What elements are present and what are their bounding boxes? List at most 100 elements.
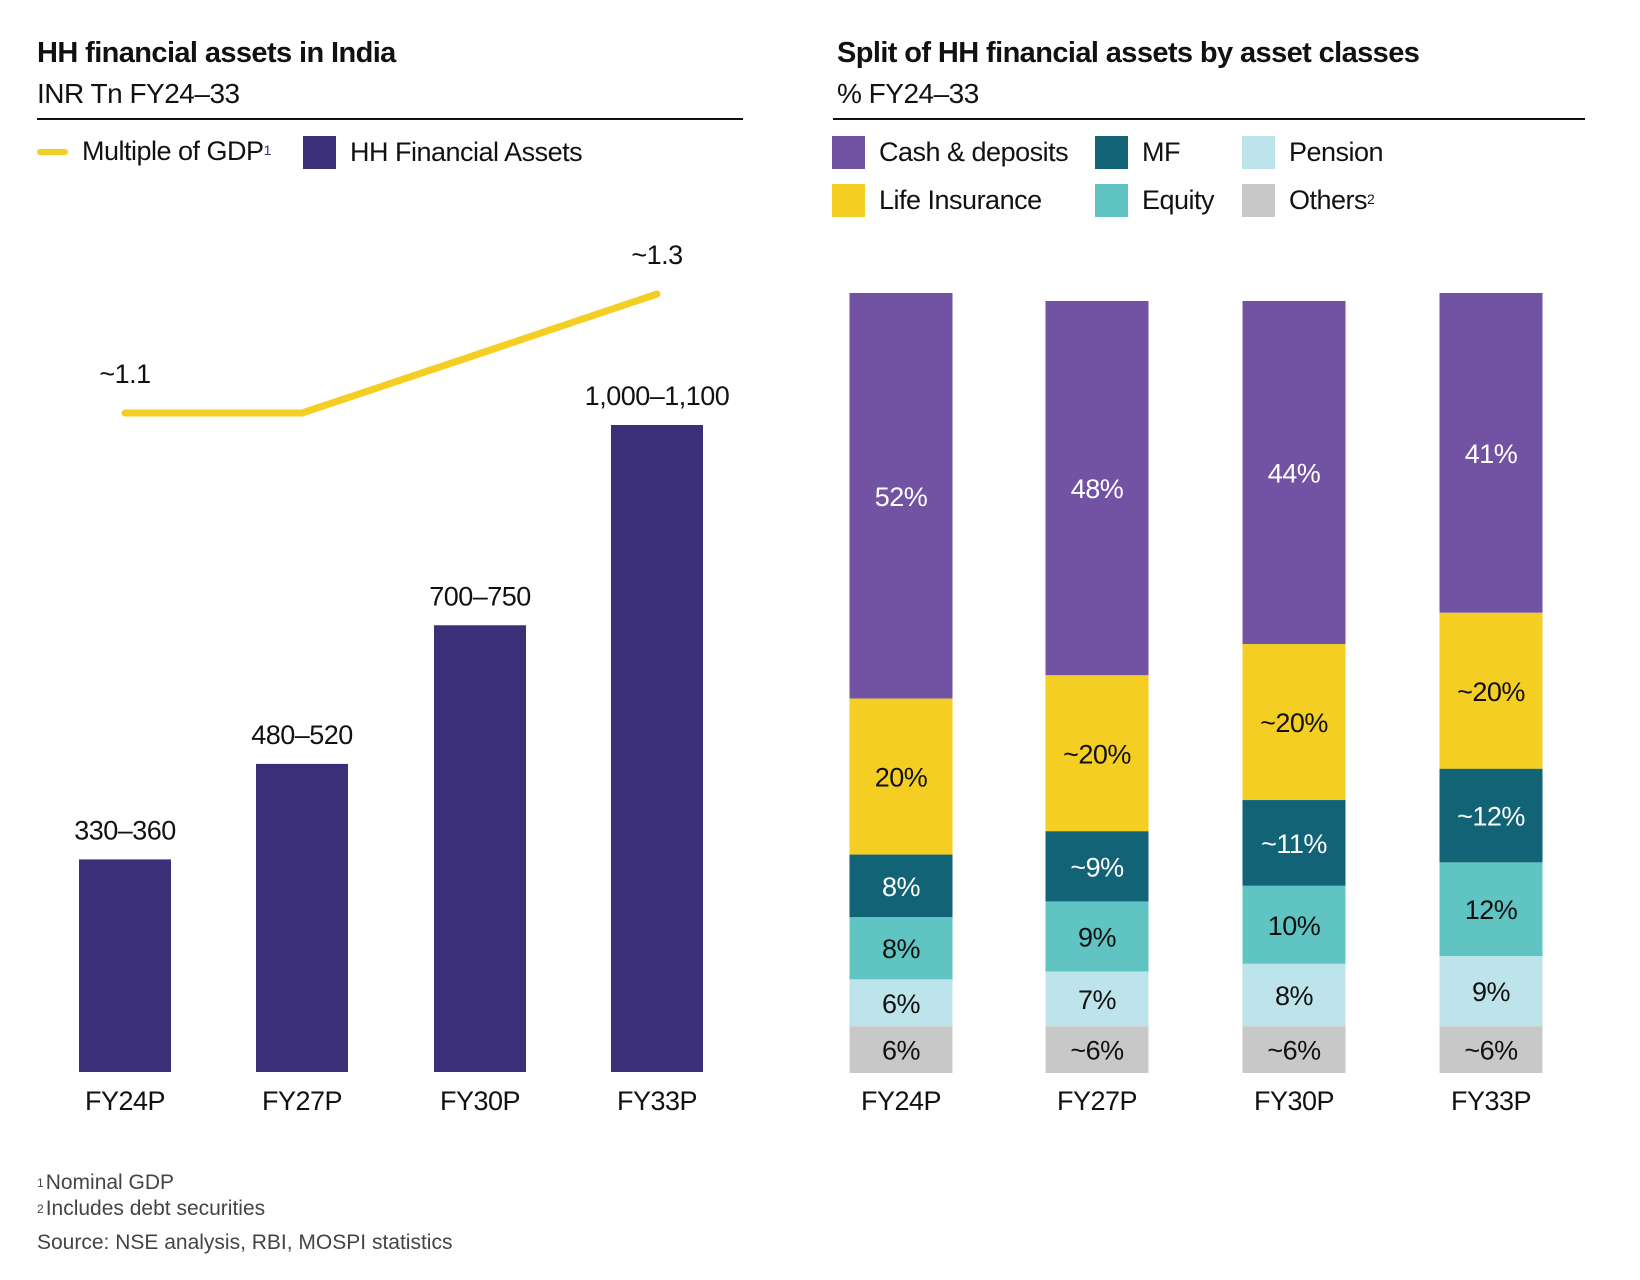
segment-value-label: 52%: [875, 482, 928, 512]
legend-item-hh-financial-assets: HH Financial Assets: [303, 136, 583, 169]
bar-value-label: 700–750: [429, 581, 531, 611]
segment-value-label: 44%: [1268, 459, 1321, 489]
bar-fy30p: [434, 625, 526, 1072]
segment-value-label: 20%: [875, 763, 928, 793]
segment-pension-fy33p: [1439, 956, 1543, 1027]
legend-label: Life Insurance: [879, 185, 1042, 215]
equity-swatch-icon: [1095, 184, 1128, 217]
line-legend-swatch-icon: [37, 148, 68, 155]
segment-value-label: 7%: [1078, 985, 1117, 1015]
segment-cash-deposits-fy24p: [849, 293, 953, 699]
segment-value-label: ~6%: [1070, 1036, 1124, 1066]
footnote-2-marker: 2: [37, 1202, 44, 1216]
left-bar-line-chart: 330–360 FY24P 480–520 FY27P 700–750 FY30P 1,00…: [74, 240, 730, 1116]
footnote-1: 1Nominal GDP: [37, 1170, 452, 1196]
segment-others-fy30p: [1242, 1026, 1346, 1073]
legend-label: Cash & deposits: [879, 137, 1069, 167]
segment-value-label: ~9%: [1070, 852, 1124, 882]
x-axis-tick-label: FY27P: [262, 1086, 342, 1116]
x-axis-tick-label: FY24P: [861, 1086, 941, 1116]
footnote-2: 2Includes debt securities: [37, 1196, 452, 1222]
right-stacked-bar-chart: 52% 20% 8% 8% 6% 6% FY24P 48% ~20% ~9% 9% 7% ~6% FY27…: [849, 293, 1543, 1116]
segment-value-label: ~6%: [1464, 1036, 1518, 1066]
segment-cash-deposits-fy27p: [1045, 301, 1149, 676]
segment-life-insurance-fy24p: [849, 698, 953, 855]
x-axis-tick-label: FY33P: [617, 1086, 697, 1116]
left-chart-subtitle: INR Tn FY24–33: [37, 78, 240, 109]
legend-label: MF: [1142, 137, 1180, 167]
legend-item-mf: MF: [1095, 136, 1180, 169]
segment-value-label: 41%: [1465, 439, 1518, 469]
segment-value-label: 8%: [882, 872, 921, 902]
bar-fy33p: [611, 425, 703, 1072]
segment-value-label: 9%: [1472, 977, 1511, 1007]
bar-value-label: 1,000–1,100: [585, 381, 730, 411]
source-note: Source: NSE analysis, RBI, MOSPI statist…: [37, 1231, 453, 1254]
x-axis-tick-label: FY33P: [1451, 1086, 1531, 1116]
left-chart-title: HH financial assets in India: [37, 37, 396, 69]
segment-mf-fy24p: [849, 854, 953, 917]
footnote-1-marker: 1: [37, 1176, 44, 1190]
segment-equity-fy30p: [1242, 885, 1346, 964]
legend-label: Multiple of GDP: [82, 136, 264, 166]
legend-label: Pension: [1289, 137, 1384, 167]
x-axis-tick-label: FY24P: [85, 1086, 165, 1116]
segment-life-insurance-fy30p: [1242, 644, 1346, 801]
x-axis-tick-label: FY30P: [440, 1086, 520, 1116]
legend-item-equity: Equity: [1095, 184, 1215, 217]
bar-value-label: 480–520: [251, 720, 353, 750]
segment-value-label: 9%: [1078, 923, 1117, 953]
right-chart-title: Split of HH financial assets by asset cl…: [837, 37, 1420, 69]
legend-label: Equity: [1142, 185, 1215, 215]
segment-life-insurance-fy27p: [1045, 675, 1149, 832]
segment-mf-fy27p: [1045, 831, 1149, 902]
x-axis-tick-label: FY30P: [1254, 1086, 1334, 1116]
segment-others-fy33p: [1439, 1026, 1543, 1073]
segment-mf-fy30p: [1242, 800, 1346, 886]
footnote-1-text: Nominal GDP: [45, 1171, 175, 1194]
segment-value-label: ~20%: [1457, 677, 1525, 707]
segment-life-insurance-fy33p: [1439, 612, 1543, 769]
legend-item-others: Others 2: [1242, 184, 1375, 217]
segment-value-label: ~11%: [1261, 829, 1327, 859]
segment-equity-fy27p: [1045, 901, 1149, 972]
segment-pension-fy30p: [1242, 963, 1346, 1027]
segment-value-label: 6%: [882, 1036, 921, 1066]
footnote-marker: 1: [263, 141, 272, 158]
segment-value-label: 8%: [1275, 981, 1314, 1011]
bar-fy24p: [79, 859, 171, 1072]
bar-value-label: 330–360: [74, 815, 176, 845]
segment-value-label: 48%: [1071, 474, 1124, 504]
segment-value-label: 10%: [1268, 911, 1321, 941]
segment-mf-fy33p: [1439, 768, 1543, 863]
legend-item-multiple-of-gdp: Multiple of GDP 1: [37, 136, 271, 167]
segment-others-fy27p: [1045, 1026, 1149, 1073]
segment-cash-deposits-fy30p: [1242, 301, 1346, 645]
segment-value-label: ~12%: [1457, 802, 1525, 832]
footnote-2-text: Includes debt securities: [45, 1197, 266, 1220]
segment-value-label: 8%: [882, 934, 921, 964]
bar-legend-swatch-icon: [303, 136, 336, 169]
legend-item-cash-deposits: Cash & deposits: [832, 136, 1069, 169]
mf-swatch-icon: [1095, 136, 1128, 169]
segment-cash-deposits-fy33p: [1439, 293, 1543, 613]
legend-label: HH Financial Assets: [350, 137, 583, 167]
life-insurance-swatch-icon: [832, 184, 865, 217]
others-swatch-icon: [1242, 184, 1275, 217]
bar-fy27p: [256, 763, 348, 1072]
segment-value-label: 12%: [1465, 895, 1518, 925]
segment-pension-fy27p: [1045, 971, 1149, 1027]
right-chart-subtitle: % FY24–33: [837, 78, 979, 109]
segment-equity-fy33p: [1439, 862, 1543, 956]
gdp-multiple-label: ~1.1: [99, 359, 150, 389]
footnotes: 1Nominal GDP 2Includes debt securities S…: [37, 1170, 452, 1256]
segment-others-fy24p: [849, 1026, 953, 1073]
right-header-divider: [833, 118, 1585, 120]
left-header-divider: [37, 118, 743, 120]
gdp-multiple-line: [121, 290, 661, 417]
cash-deposits-swatch-icon: [832, 136, 865, 169]
segment-equity-fy24p: [849, 917, 953, 980]
gdp-multiple-label: ~1.3: [631, 240, 682, 270]
x-axis-tick-label: FY27P: [1057, 1086, 1137, 1116]
segment-value-label: ~20%: [1063, 739, 1131, 769]
